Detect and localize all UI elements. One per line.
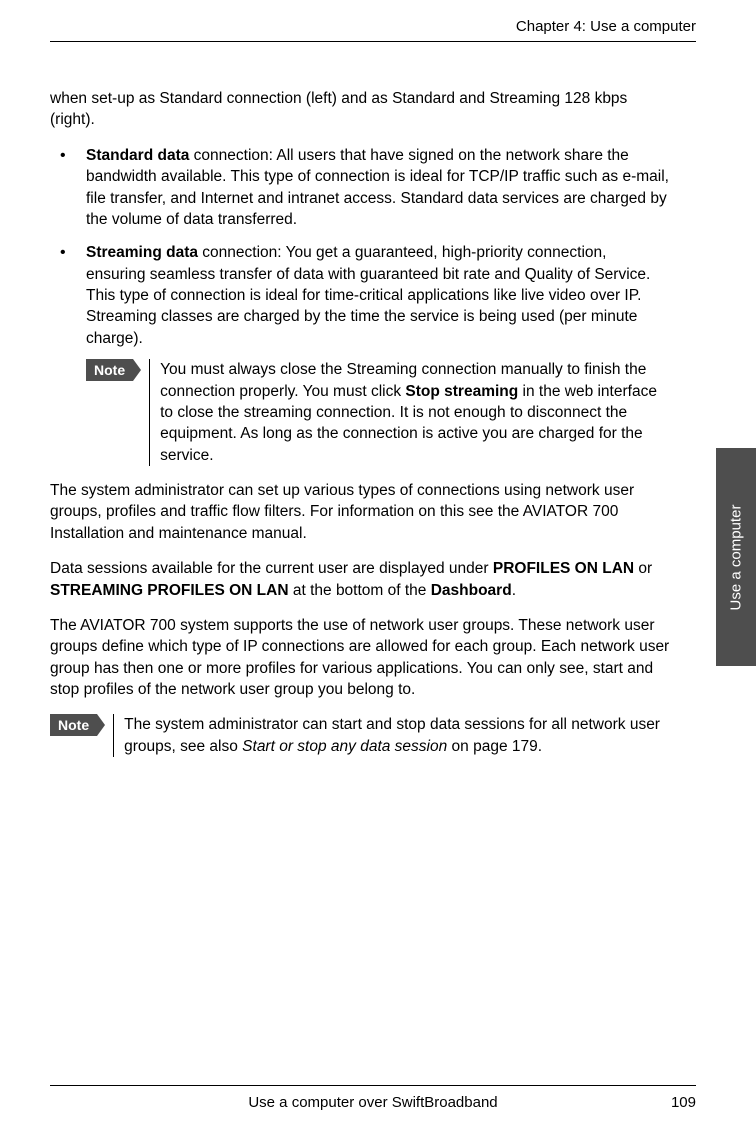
chapter-title: Chapter 4: Use a computer: [516, 18, 696, 35]
note-bold: Stop streaming: [405, 383, 518, 400]
note-tag: Note: [50, 714, 97, 736]
list-item: Standard data connection: All users that…: [50, 145, 670, 231]
bullet-list: Standard data connection: All users that…: [50, 145, 670, 466]
note2-italic: Start or stop any data session: [242, 738, 447, 755]
p3-post: .: [512, 582, 516, 599]
note-text: You must always close the Streaming conn…: [149, 359, 670, 466]
p3-b1: PROFILES ON LAN: [493, 560, 634, 577]
note2-post: on page 179.: [447, 738, 542, 755]
note-label: Note: [58, 717, 89, 733]
intro-paragraph: when set-up as Standard connection (left…: [50, 88, 670, 131]
note-text: The system administrator can start and s…: [113, 714, 670, 757]
list-item: Streaming data connection: You get a gua…: [50, 242, 670, 466]
page-number: 109: [671, 1094, 696, 1111]
side-tab-label: Use a computer: [728, 504, 745, 610]
bullet-lead: Streaming data: [86, 244, 198, 261]
footer-title: Use a computer over SwiftBroadband: [50, 1094, 696, 1111]
paragraph: The system administrator can set up vari…: [50, 480, 670, 544]
note-block: Note The system administrator can start …: [50, 714, 670, 757]
paragraph: The AVIATOR 700 system supports the use …: [50, 615, 670, 701]
p3-mid: or: [634, 560, 652, 577]
p3-pre: Data sessions available for the current …: [50, 560, 493, 577]
page-footer: Use a computer over SwiftBroadband 109: [50, 1085, 696, 1094]
page-header: Chapter 4: Use a computer: [50, 18, 696, 42]
paragraph: Data sessions available for the current …: [50, 558, 670, 601]
p3-mid2: at the bottom of the: [289, 582, 431, 599]
page-content: when set-up as Standard connection (left…: [50, 88, 670, 771]
side-tab: Use a computer: [716, 448, 756, 666]
p3-b3: Dashboard: [431, 582, 512, 599]
note-block: Note You must always close the Streaming…: [86, 359, 670, 466]
p3-b2: STREAMING PROFILES ON LAN: [50, 582, 289, 599]
bullet-lead: Standard data: [86, 147, 189, 164]
note-label: Note: [94, 362, 125, 378]
note-tag: Note: [86, 359, 133, 381]
